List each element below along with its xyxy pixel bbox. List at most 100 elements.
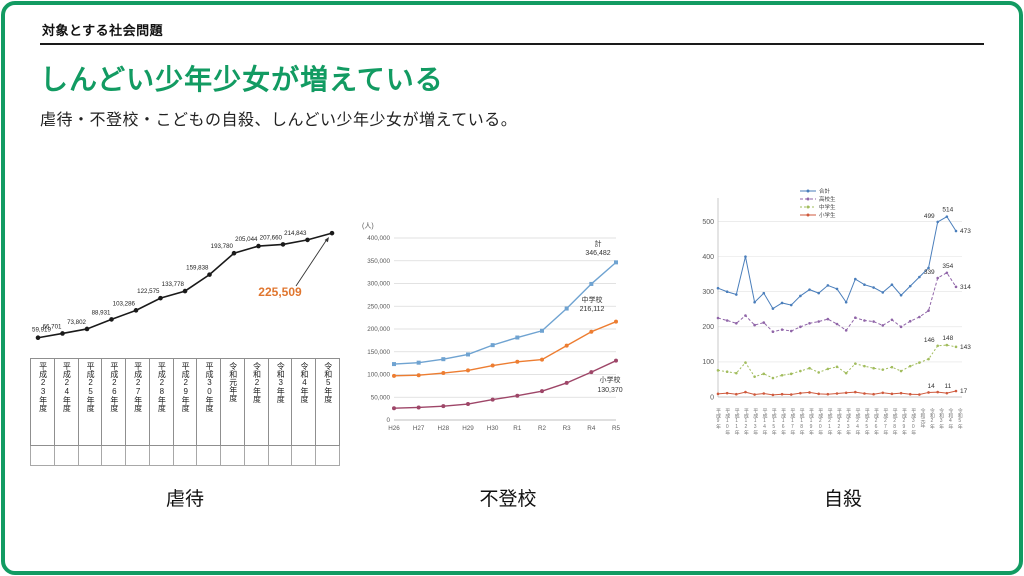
svg-text:計: 計 [595, 239, 602, 248]
suicide-x-label: 平成17年 [789, 408, 796, 435]
suicide-x-label: 令和2年 [928, 408, 935, 429]
abuse-table-cell [77, 446, 103, 466]
abuse-x-label: 平成26年度 [101, 358, 127, 446]
svg-text:143: 143 [960, 344, 971, 351]
svg-text:193,780: 193,780 [211, 243, 234, 250]
suicide-x-label: 平成28年 [891, 408, 898, 435]
svg-text:中学校: 中学校 [582, 295, 603, 304]
abuse-table-row [30, 446, 340, 466]
svg-text:高校生: 高校生 [819, 195, 836, 203]
suicide-x-label: 平成12年 [742, 408, 749, 435]
svg-text:小学校: 小学校 [600, 375, 621, 384]
suicide-x-label: 平成19年 [807, 408, 814, 435]
svg-text:148: 148 [942, 335, 953, 342]
abuse-x-label: 平成27年度 [125, 358, 150, 446]
svg-text:133,778: 133,778 [162, 281, 185, 288]
suicide-x-label: 平成27年 [882, 408, 889, 435]
caption-abuse: 虐待 [165, 489, 204, 510]
abuse-table-cell [148, 446, 174, 466]
page-title: しんどい少年少女が増えている [40, 64, 444, 95]
suicide-x-label: 平成14年 [761, 408, 768, 435]
svg-text:H26: H26 [388, 425, 400, 432]
abuse-x-label: 平成30年度 [196, 358, 222, 446]
svg-text:R5: R5 [612, 425, 621, 432]
suicide-x-label: 平成21年 [826, 408, 833, 435]
suicide-x-label: 平成25年 [863, 408, 870, 435]
section-kicker: 対象とする社会問題 [42, 23, 164, 38]
svg-text:400: 400 [702, 254, 714, 261]
abuse-x-label: 令和5年度 [315, 358, 340, 446]
svg-text:499: 499 [924, 213, 935, 220]
svg-text:400,000: 400,000 [367, 235, 390, 242]
svg-text:11: 11 [944, 383, 951, 390]
svg-text:207,660: 207,660 [260, 234, 283, 241]
caption-suicide: 自殺 [823, 489, 862, 510]
suicide-x-label: 平成24年 [854, 408, 861, 435]
suicide-x-label: 平成13年 [752, 408, 759, 435]
svg-text:100,000: 100,000 [367, 372, 390, 379]
suicide-x-label: 平成18年 [798, 408, 805, 435]
abuse-x-label: 平成29年度 [172, 358, 198, 446]
svg-text:514: 514 [942, 207, 953, 214]
caption-futoko: 不登校 [479, 489, 537, 510]
svg-text:R4: R4 [587, 425, 596, 432]
svg-text:100: 100 [702, 359, 714, 366]
suicide-x-label: 平成26年 [873, 408, 880, 435]
svg-text:500: 500 [702, 219, 714, 226]
svg-text:合計: 合計 [819, 187, 831, 195]
suicide-x-label: 平成20年 [817, 408, 824, 435]
header-divider [40, 43, 984, 45]
suicide-x-axis-labels: 平成9年 平成10年 平成11年 平成12年 平成13年 平成14年 平成15年 平成16年平… [715, 408, 963, 435]
svg-text:214,843: 214,843 [284, 230, 307, 237]
svg-text:300,000: 300,000 [367, 281, 390, 288]
svg-text:0: 0 [710, 394, 714, 401]
svg-text:300: 300 [702, 289, 714, 296]
svg-text:H30: H30 [487, 425, 499, 432]
chart-abuse: 59,919 66,701 73,802 88,931 103,286 122,575 13… [30, 206, 340, 470]
abuse-x-label: 平成24年度 [53, 358, 79, 446]
abuse-table-cell [101, 446, 127, 466]
suicide-x-label: 平成23年 [845, 408, 852, 435]
suicide-x-label: 令和元年 [919, 408, 926, 428]
svg-text:225,509: 225,509 [258, 285, 302, 299]
svg-text:200: 200 [702, 324, 714, 331]
abuse-table-cell [172, 446, 198, 466]
suicide-x-label: 平成30年 [910, 408, 917, 435]
svg-text:250,000: 250,000 [367, 303, 390, 310]
abuse-x-label: 令和3年度 [267, 358, 293, 446]
svg-text:146: 146 [924, 337, 935, 344]
svg-text:473: 473 [960, 228, 971, 235]
svg-text:0: 0 [386, 417, 390, 424]
chart-futoko: 0 50,000 100,000 150,000 200,000 250,000 300,0… [348, 212, 668, 464]
svg-text:17: 17 [960, 388, 968, 395]
abuse-table-cell [220, 446, 245, 466]
abuse-table-cell [196, 446, 222, 466]
abuse-x-axis-labels: 平成23年度 平成24年度 平成25年度 平成26年度 平成27年度 平成28年度 平成29… [30, 358, 340, 446]
suicide-x-label: 令和5年 [956, 408, 963, 429]
svg-text:R1: R1 [513, 425, 522, 432]
svg-text:200,000: 200,000 [367, 326, 390, 333]
chart-suicide: 0 100 200 300 400 500 合計 高校生 中学生 小学生 499 514 473 339 3… [688, 182, 998, 467]
svg-text:339: 339 [924, 269, 935, 276]
suicide-x-label: 平成22年 [835, 408, 842, 435]
page-subtitle: 虐待・不登校・こどもの自殺、しんどい少年少女が増えている。 [40, 112, 518, 129]
svg-text:314: 314 [960, 284, 971, 291]
abuse-table-cell [291, 446, 317, 466]
suicide-x-label: 平成11年 [733, 408, 740, 435]
svg-text:H29: H29 [462, 425, 474, 432]
abuse-table-cell [30, 446, 55, 466]
svg-text:159,838: 159,838 [186, 265, 209, 272]
abuse-x-label: 平成28年度 [148, 358, 174, 446]
svg-text:中学生: 中学生 [819, 203, 836, 211]
svg-text:50,000: 50,000 [371, 394, 391, 401]
svg-text:350,000: 350,000 [367, 258, 390, 265]
svg-text:R2: R2 [538, 425, 547, 432]
abuse-x-label: 令和4年度 [291, 358, 317, 446]
abuse-table-cell [243, 446, 269, 466]
suicide-x-label: 平成16年 [780, 408, 787, 435]
svg-text:216,112: 216,112 [580, 306, 605, 313]
svg-text:59,919: 59,919 [32, 327, 51, 334]
